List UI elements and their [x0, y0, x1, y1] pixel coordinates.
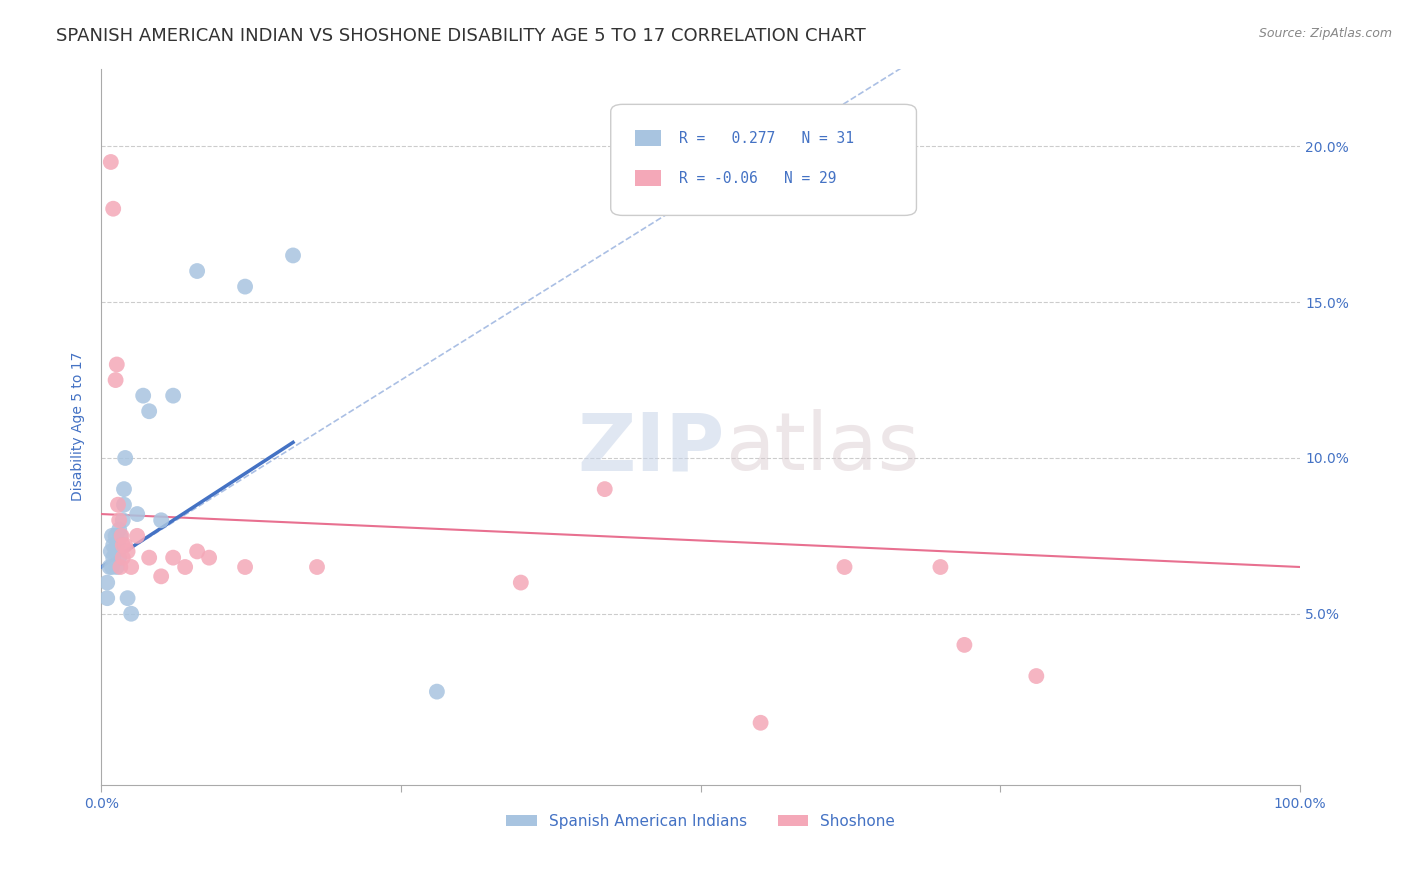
- Point: [103, 202, 125, 216]
- Point: [108, 513, 131, 527]
- Point: [111, 513, 134, 527]
- Point: [110, 529, 132, 543]
- Point: [105, 358, 128, 372]
- FancyBboxPatch shape: [634, 130, 661, 146]
- Point: [953, 638, 976, 652]
- Point: [509, 575, 531, 590]
- Text: SPANISH AMERICAN INDIAN VS SHOSHONE DISABILITY AGE 5 TO 17 CORRELATION CHART: SPANISH AMERICAN INDIAN VS SHOSHONE DISA…: [56, 27, 866, 45]
- Point: [174, 560, 197, 574]
- Point: [107, 498, 129, 512]
- Point: [103, 538, 125, 552]
- Point: [103, 550, 125, 565]
- Point: [117, 544, 139, 558]
- Point: [749, 715, 772, 730]
- Point: [150, 513, 173, 527]
- Point: [105, 538, 128, 552]
- Point: [593, 482, 616, 496]
- Point: [138, 404, 160, 418]
- FancyBboxPatch shape: [634, 170, 661, 186]
- Point: [108, 523, 131, 537]
- Text: R = -0.06   N = 29: R = -0.06 N = 29: [679, 170, 837, 186]
- Point: [138, 550, 160, 565]
- Legend: Spanish American Indians, Shoshone: Spanish American Indians, Shoshone: [501, 807, 901, 835]
- Point: [112, 498, 135, 512]
- Point: [104, 544, 127, 558]
- Point: [186, 264, 208, 278]
- Point: [198, 550, 221, 565]
- Point: [98, 560, 121, 574]
- Point: [186, 544, 208, 558]
- Point: [162, 550, 184, 565]
- Point: [127, 529, 149, 543]
- Point: [162, 389, 184, 403]
- Point: [150, 569, 173, 583]
- FancyBboxPatch shape: [610, 104, 917, 215]
- Point: [96, 591, 118, 606]
- Point: [281, 248, 304, 262]
- Text: Source: ZipAtlas.com: Source: ZipAtlas.com: [1258, 27, 1392, 40]
- Point: [233, 560, 256, 574]
- Point: [112, 482, 135, 496]
- Point: [104, 529, 127, 543]
- Point: [105, 560, 128, 574]
- Point: [114, 450, 136, 465]
- Point: [1025, 669, 1047, 683]
- Point: [111, 550, 134, 565]
- Point: [929, 560, 952, 574]
- Point: [233, 279, 256, 293]
- Y-axis label: Disability Age 5 to 17: Disability Age 5 to 17: [72, 352, 86, 501]
- Point: [111, 538, 134, 552]
- Point: [114, 538, 136, 552]
- Point: [101, 529, 124, 543]
- Point: [110, 560, 132, 574]
- Point: [100, 155, 122, 169]
- Point: [101, 560, 124, 574]
- Point: [120, 560, 142, 574]
- Point: [104, 373, 127, 387]
- Point: [100, 544, 122, 558]
- Point: [426, 684, 449, 698]
- Point: [120, 607, 142, 621]
- Point: [108, 550, 131, 565]
- Point: [834, 560, 856, 574]
- Text: ZIP: ZIP: [578, 409, 724, 487]
- Point: [132, 389, 155, 403]
- Point: [117, 591, 139, 606]
- Text: atlas: atlas: [724, 409, 920, 487]
- Text: R =   0.277   N = 31: R = 0.277 N = 31: [679, 130, 853, 145]
- Point: [107, 535, 129, 549]
- Point: [127, 507, 149, 521]
- Point: [96, 575, 118, 590]
- Point: [305, 560, 328, 574]
- Point: [110, 529, 132, 543]
